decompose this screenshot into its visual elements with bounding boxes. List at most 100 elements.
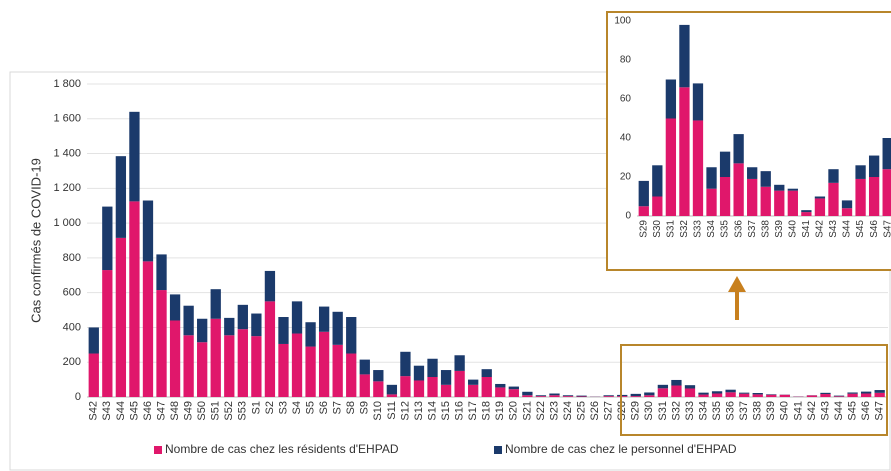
y-tick-label: 80	[620, 55, 632, 66]
bar	[359, 374, 370, 397]
x-tick-label: S30	[652, 220, 663, 238]
bar	[847, 392, 858, 394]
x-tick-label: S9	[359, 401, 371, 414]
bar	[652, 165, 663, 197]
bar	[468, 379, 479, 385]
bar	[882, 169, 891, 216]
bar	[692, 120, 704, 216]
bar	[264, 301, 276, 397]
x-tick-label: S38	[752, 401, 764, 421]
x-tick-label: S43	[819, 401, 831, 421]
x-tick-label: S12	[399, 401, 411, 421]
y-tick-label: 60	[620, 94, 632, 105]
x-tick-label: S51	[210, 401, 222, 421]
x-tick-label: S46	[142, 401, 154, 421]
bar	[760, 186, 771, 216]
x-tick-label: S14	[426, 401, 438, 421]
bar	[874, 392, 885, 397]
bar	[868, 177, 880, 216]
bar	[679, 87, 690, 216]
x-tick-label: S33	[693, 220, 704, 238]
x-tick-label: S13	[413, 401, 425, 421]
bar	[671, 385, 682, 397]
x-tick-label: S5	[304, 401, 316, 414]
x-tick-label: S47	[874, 401, 886, 421]
bar	[820, 392, 831, 395]
y-tick-label: 1 200	[53, 182, 81, 194]
bar	[440, 370, 452, 385]
x-tick-label: S35	[720, 220, 731, 238]
bar	[359, 359, 370, 375]
bar	[841, 200, 853, 209]
bar	[847, 393, 858, 397]
x-tick-label: S47	[882, 220, 891, 238]
bar	[305, 346, 316, 397]
x-tick-label: S32	[679, 220, 690, 238]
bar	[373, 370, 384, 382]
x-tick-label: S46	[860, 401, 872, 421]
x-tick-label: S31	[657, 401, 669, 421]
bar	[278, 343, 289, 397]
legend-swatch	[154, 446, 162, 454]
bar	[562, 396, 574, 397]
bar	[752, 393, 763, 395]
bar	[665, 79, 677, 119]
x-tick-label: S34	[697, 401, 709, 421]
bar	[481, 369, 492, 378]
bar	[224, 317, 235, 336]
legend-swatch	[494, 446, 502, 454]
bar	[549, 395, 560, 397]
bar	[711, 393, 723, 397]
bar	[652, 196, 663, 216]
x-tick-label: S44	[115, 401, 127, 421]
bar	[237, 304, 248, 330]
x-tick-label: S16	[454, 401, 466, 421]
bar	[440, 384, 452, 397]
x-tick-label: S37	[747, 220, 758, 238]
y-tick-label: 40	[620, 133, 632, 144]
x-tick-label: S36	[733, 220, 744, 238]
bar	[318, 331, 330, 397]
x-tick-label: S19	[494, 401, 506, 421]
bar	[508, 389, 519, 397]
bar	[855, 178, 866, 216]
bar	[766, 394, 777, 397]
bar	[129, 111, 140, 202]
bar	[454, 370, 465, 397]
bar	[725, 389, 736, 393]
bar	[752, 394, 763, 397]
x-tick-label: S7	[332, 401, 344, 414]
bar	[860, 393, 872, 397]
legend-label: Nombre de cas chez les résidents d'EHPAD	[165, 442, 399, 456]
bar	[684, 385, 696, 389]
bar	[156, 254, 167, 291]
bar	[882, 138, 891, 170]
bar	[603, 396, 614, 397]
x-tick-label: S40	[787, 220, 798, 238]
bar	[400, 351, 411, 377]
x-tick-label: S35	[711, 401, 723, 421]
bar	[679, 24, 690, 88]
bar	[400, 376, 411, 397]
bar	[495, 387, 506, 397]
bar	[251, 336, 262, 397]
bar	[332, 344, 343, 397]
bar	[733, 134, 744, 164]
x-tick-label: S2	[264, 401, 276, 414]
x-tick-label: S41	[792, 401, 804, 421]
bar	[657, 384, 669, 389]
x-tick-label: S33	[684, 401, 696, 421]
bar	[142, 261, 154, 397]
bar	[868, 155, 880, 177]
x-tick-label: S39	[765, 401, 777, 421]
x-tick-label: S42	[88, 401, 100, 421]
bar	[454, 355, 465, 371]
y-tick-label: 1 400	[53, 147, 81, 159]
x-tick-label: S41	[801, 220, 812, 238]
bar	[142, 200, 154, 262]
x-tick-label: S45	[846, 401, 858, 421]
bar	[833, 396, 845, 397]
x-tick-label: S43	[828, 220, 839, 238]
bar	[760, 171, 771, 187]
